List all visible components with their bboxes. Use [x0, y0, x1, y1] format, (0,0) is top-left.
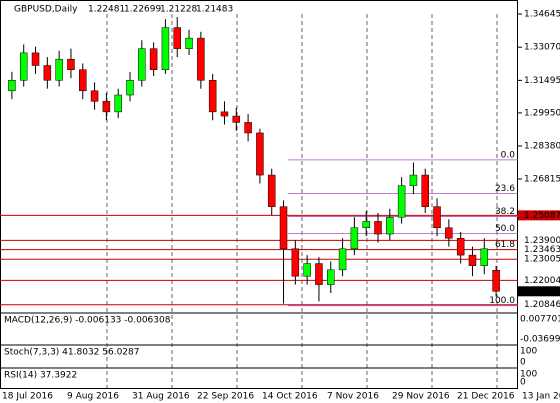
candle-body — [19, 52, 28, 81]
candle-body — [397, 185, 406, 218]
indicator-label: RSI(14) 37.3922 — [4, 371, 77, 381]
candle-body — [185, 37, 193, 49]
date-label: 22 Sep 2016 — [197, 392, 254, 402]
date-label: 18 Jul 2016 — [2, 392, 53, 402]
open-value: 1.22481 — [88, 5, 125, 15]
date-label: 29 Nov 2016 — [392, 392, 450, 402]
candle-body — [173, 27, 181, 49]
fib-label: 61.8 — [495, 240, 515, 250]
date-label: 13 Jan 2017 — [522, 392, 560, 402]
date-label: 14 Oct 2016 — [262, 392, 318, 402]
candle-body — [8, 80, 16, 92]
candle-body — [327, 269, 335, 285]
close-value: 1.21483 — [196, 5, 233, 15]
level-label-box — [518, 210, 560, 221]
fib-label: 38.2 — [495, 207, 515, 217]
candle-body — [138, 48, 146, 81]
indicator-scale: 0 — [520, 378, 526, 388]
level-label: 1.23005 — [524, 255, 560, 265]
level-label: 1.23463 — [524, 245, 560, 255]
indicator-scale: -0.036994 — [520, 335, 560, 345]
candle-body — [315, 263, 323, 285]
indicator-scale: 100 — [520, 370, 537, 380]
fib-label: 100.0 — [489, 296, 515, 306]
candle-body — [79, 69, 87, 92]
candle-body — [43, 65, 52, 81]
price-label-box — [518, 286, 560, 297]
candle-body — [244, 122, 252, 134]
y-tick-label: 1.28380 — [524, 141, 560, 151]
candle-body — [161, 27, 170, 70]
y-tick-label: 1.26815 — [524, 174, 560, 184]
candle-body — [492, 270, 500, 292]
fib-label: 50.0 — [495, 224, 515, 234]
date-label: 9 Aug 2016 — [67, 392, 119, 402]
price-label: 1.21483 — [524, 287, 560, 297]
candle-body — [267, 174, 276, 207]
date-label: 7 Nov 2016 — [327, 392, 379, 402]
candle-body — [303, 263, 311, 277]
indicator-scale: 0.007701 — [520, 315, 560, 325]
level-label: 1.23900 — [524, 236, 560, 246]
fib-label: 23.6 — [495, 184, 515, 194]
candle-body — [480, 248, 489, 266]
candle-body — [421, 174, 429, 207]
y-tick-label: 1.34645 — [524, 10, 560, 20]
candle-body — [350, 227, 359, 250]
candle-body — [409, 174, 418, 186]
low-value: 1.21228 — [160, 5, 197, 15]
candle-body — [114, 94, 122, 113]
high-value: 1.22699 — [124, 5, 161, 15]
date-label: 21 Dec 2016 — [457, 392, 515, 402]
indicator-label: Stoch(7,3,3) 41.8032 56.0287 — [4, 348, 139, 358]
symbol: GBPUSD,Daily — [14, 5, 78, 15]
level-label: 1.22004 — [524, 276, 560, 286]
candle-body — [291, 248, 300, 277]
candle-body — [256, 132, 264, 176]
candle-body — [67, 58, 75, 70]
y-tick-label: 1.31495 — [524, 76, 560, 86]
candle-body — [55, 58, 63, 81]
level-label: 1.20846 — [524, 300, 560, 310]
candle-body — [386, 216, 394, 235]
candle-body — [208, 80, 217, 113]
candle-body — [232, 115, 241, 123]
candle-body — [362, 221, 370, 228]
candle-body — [338, 248, 347, 271]
y-tick-label: 1.29950 — [524, 108, 560, 118]
fib-label: 0.0 — [501, 150, 516, 160]
candle-body — [220, 111, 229, 117]
plot-frame — [0, 0, 518, 389]
candle-body — [90, 90, 99, 102]
candle-body — [445, 227, 453, 239]
header: GBPUSD,Daily 1.22481 1.22699 1.21228 1.2… — [14, 5, 233, 15]
level-label: 1.25087 — [524, 211, 560, 221]
candle-body — [102, 101, 111, 113]
indicator-label: MACD(12,26,9) -0.006133 -0.006308 — [4, 316, 171, 326]
y-tick-label: 1.33070 — [524, 43, 560, 53]
candle-body — [433, 206, 441, 228]
candle-body — [31, 52, 40, 66]
indicator-scale: 100 — [520, 347, 537, 357]
candle-body — [279, 206, 288, 250]
candle-body — [468, 254, 477, 266]
date-label: 31 Aug 2016 — [132, 392, 190, 402]
candle-body — [126, 80, 134, 96]
candle-body — [456, 238, 465, 256]
indicator-scale: 0 — [520, 358, 526, 368]
candle-body — [197, 37, 205, 81]
candle-body — [149, 48, 158, 70]
candle-body — [374, 221, 382, 235]
